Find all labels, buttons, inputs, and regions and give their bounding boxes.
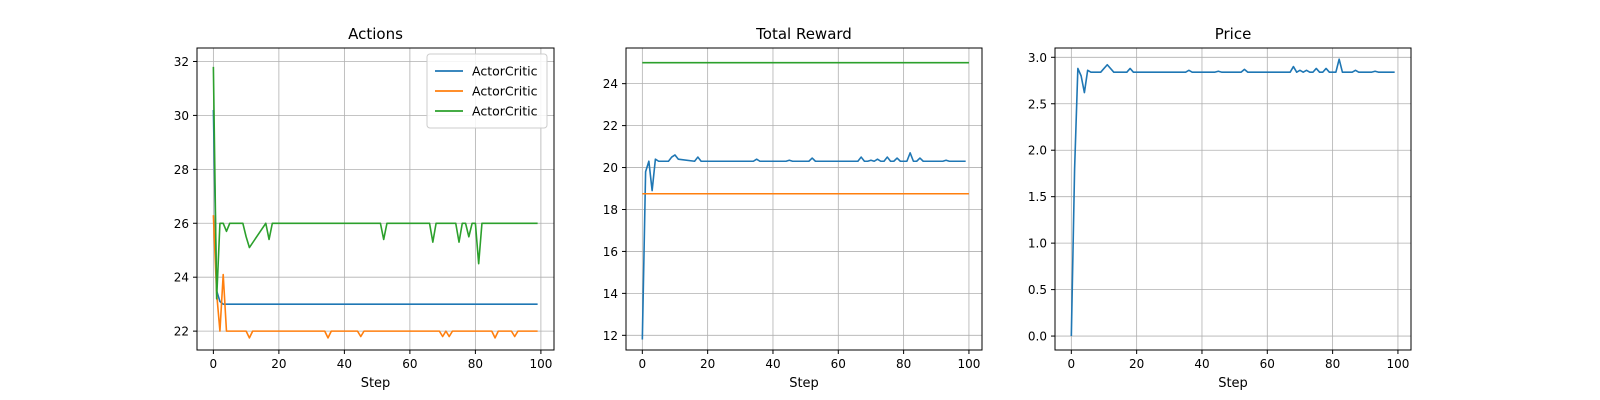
y-tick-label: 28 — [174, 163, 189, 177]
legend: ActorCritic ActorCritic ActorCritic — [426, 53, 548, 129]
y-tick-label: 1.0 — [1028, 237, 1047, 251]
series-line-1 — [641, 152, 966, 340]
x-tick-label: 40 — [337, 357, 352, 371]
y-tick-label: 30 — [174, 109, 189, 123]
x-tick-label: 0 — [210, 357, 218, 371]
x-tick-label: 60 — [831, 357, 846, 371]
legend-label: ActorCritic — [472, 64, 538, 79]
x-tick-label: 20 — [700, 357, 715, 371]
x-axis-label: Step — [789, 376, 819, 391]
y-tick-label: 0.5 — [1028, 283, 1047, 297]
x-tick-label: 40 — [1194, 357, 1209, 371]
y-tick-label: 32 — [174, 55, 189, 69]
series-line-1 — [212, 110, 538, 305]
axes-frame — [625, 47, 983, 351]
y-tick-label: 22 — [603, 119, 618, 133]
y-tick-label: 1.5 — [1028, 190, 1047, 204]
y-tick-label: 2.0 — [1028, 144, 1047, 158]
x-tick-label: 80 — [896, 357, 911, 371]
legend-box — [426, 53, 548, 129]
x-tick-label: 80 — [468, 357, 483, 371]
y-tick-label: 2.5 — [1028, 97, 1047, 111]
x-tick-label: 20 — [271, 357, 286, 371]
legend-label: ActorCritic — [472, 104, 538, 119]
x-tick-label: 20 — [1129, 357, 1144, 371]
legend-label: ActorCritic — [472, 84, 538, 99]
x-axis-label: Step — [361, 376, 391, 391]
chart-title: Price — [1215, 25, 1252, 43]
x-tick-label: 100 — [1386, 357, 1409, 371]
y-tick-label: 14 — [603, 287, 618, 301]
x-tick-label: 0 — [1068, 357, 1076, 371]
x-tick-label: 0 — [639, 357, 647, 371]
series-line-3 — [212, 66, 538, 300]
x-tick-label: 60 — [402, 357, 417, 371]
chart-panel-3: 0 20 40 60 80 100 0.0 0.5 1.0 1.5 2.0 2.5 3.0 Price St… — [1028, 25, 1412, 391]
y-tick-label: 26 — [174, 217, 189, 231]
y-tick-label: 20 — [603, 161, 618, 175]
x-tick-label: 60 — [1260, 357, 1275, 371]
series-line-1 — [1070, 58, 1395, 337]
series-line-2 — [212, 215, 538, 339]
y-tick-label: 16 — [603, 245, 618, 259]
chart-panel-1: 0 20 40 60 80 100 22 24 26 28 30 32 Actions Step Actor… — [174, 25, 555, 391]
x-tick-label: 40 — [765, 357, 780, 371]
y-tick-label: 18 — [603, 203, 618, 217]
y-tick-label: 12 — [603, 329, 618, 343]
x-tick-label: 100 — [529, 357, 552, 371]
y-tick-label: 0.0 — [1028, 330, 1047, 344]
x-axis-label: Step — [1218, 376, 1248, 391]
chart-title: Total Reward — [755, 25, 852, 43]
y-tick-label: 3.0 — [1028, 51, 1047, 65]
y-tick-label: 24 — [603, 77, 618, 91]
chart-panel-2: 0 20 40 60 80 100 12 14 16 18 20 22 24 Total Reward St… — [603, 25, 983, 391]
axes-frame — [1054, 47, 1412, 351]
x-tick-label: 80 — [1325, 357, 1340, 371]
y-tick-label: 24 — [174, 271, 189, 285]
axes-frame — [196, 47, 555, 351]
x-tick-label: 100 — [957, 357, 980, 371]
chart-title: Actions — [348, 25, 403, 43]
y-tick-label: 22 — [174, 325, 189, 339]
